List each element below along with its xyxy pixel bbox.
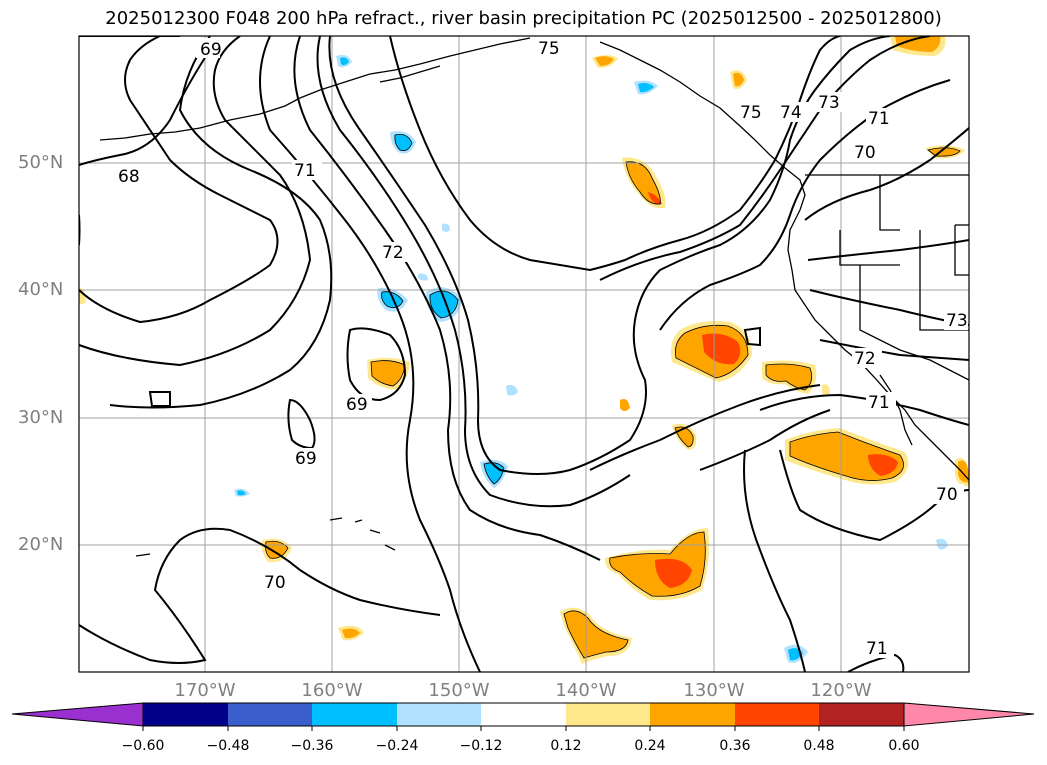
contour-label-group: 69 68 71 72 69 69 70 75 75 74 73 71 70 7… (116, 38, 968, 659)
shading-outlines (265, 133, 961, 659)
colorbar (11, 702, 1035, 731)
colorbar-tick-label: −0.60 (121, 738, 165, 754)
contour-label: 72 (382, 243, 404, 263)
contour-label: 71 (868, 109, 890, 129)
precip-positive-shading (79, 36, 969, 664)
colorbar-tick-label: 0.24 (634, 738, 666, 754)
lon-label: 120°W (810, 680, 872, 701)
colorbar-tick-label: 0.12 (550, 738, 582, 754)
contour-label: 73 (946, 311, 968, 331)
contour-label: 70 (936, 485, 958, 505)
contour-label: 69 (295, 449, 317, 469)
colorbar-tick-label: 0.48 (803, 738, 835, 754)
contour-label: 71 (294, 161, 316, 181)
colorbar-bin (819, 703, 904, 726)
colorbar-bin (228, 703, 312, 726)
lon-label: 160°W (301, 680, 363, 701)
contour-label: 69 (200, 40, 222, 60)
colorbar-bin (397, 703, 481, 726)
lat-label: 50°N (18, 152, 64, 173)
contour-label: 75 (538, 39, 560, 59)
contour-label: 72 (854, 349, 876, 369)
contour-label: 74 (780, 103, 802, 123)
contour-label: 71 (866, 639, 888, 659)
colorbar-bin (481, 703, 566, 726)
colorbar-bin (312, 703, 397, 726)
lat-label: 30°N (18, 407, 64, 428)
contour-label: 71 (868, 393, 890, 413)
colorbar-extend-low (11, 702, 144, 727)
colorbar-tick-label: −0.48 (206, 738, 250, 754)
contour-label: 68 (118, 167, 140, 187)
colorbar-tick-label: −0.36 (290, 738, 334, 754)
map-panel (79, 36, 969, 672)
refractivity-contours (79, 36, 969, 672)
contour-label: 69 (346, 395, 368, 415)
lat-label: 40°N (18, 279, 64, 300)
colorbar-bin (566, 703, 650, 726)
colorbar-tick-label: −0.24 (375, 738, 419, 754)
contour-label: 70 (264, 573, 286, 593)
contour-label: 70 (854, 143, 876, 163)
lon-label: 150°W (428, 680, 490, 701)
contour-label: 75 (740, 103, 762, 123)
colorbar-bin (650, 703, 735, 726)
colorbar-bin (143, 703, 228, 726)
lat-label: 20°N (18, 534, 64, 555)
colorbar-tick-label: 0.60 (888, 738, 920, 754)
lon-label: 140°W (555, 680, 617, 701)
precip-negative-shading (234, 54, 948, 663)
map-title: 2025012300 F048 200 hPa refract., river … (105, 8, 942, 29)
colorbar-bin (735, 703, 819, 726)
colorbar-extend-high (903, 702, 1035, 727)
contour-label: 73 (818, 93, 840, 113)
lon-label: 130°W (683, 680, 745, 701)
map-border (78, 35, 970, 673)
lon-label: 170°W (174, 680, 236, 701)
colorbar-tick-label: 0.36 (719, 738, 751, 754)
colorbar-tick-label: −0.12 (459, 738, 503, 754)
